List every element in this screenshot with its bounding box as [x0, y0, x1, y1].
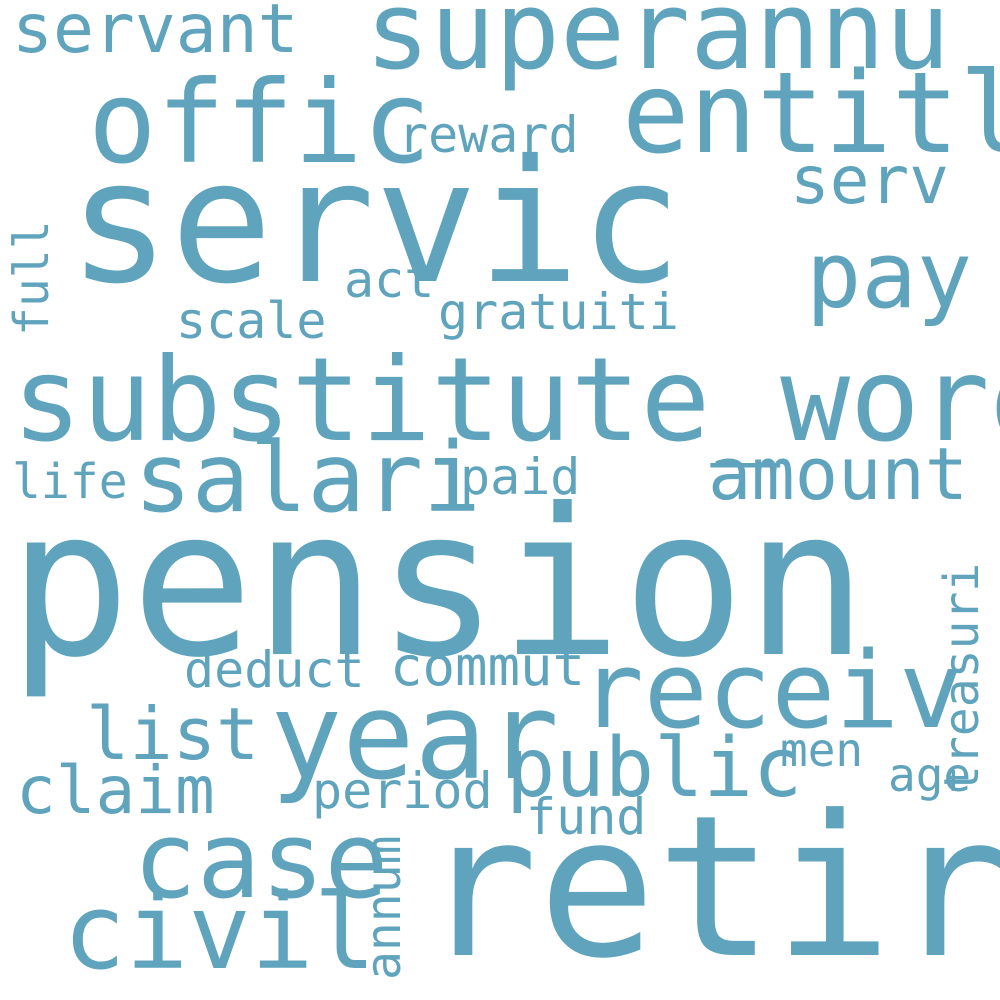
word-scale: scale	[176, 292, 327, 350]
word-claim: claim	[16, 752, 215, 829]
word-superannu: superannu	[365, 0, 951, 94]
word-substitute-word: substitute_word	[12, 333, 1000, 468]
word-offic: offic	[88, 56, 432, 189]
word-servic: servic	[68, 124, 683, 322]
word-deduct: deduct	[184, 641, 365, 699]
word-servant: servant	[12, 0, 299, 69]
word-period: period	[312, 762, 493, 820]
word-reward: reward	[398, 106, 579, 164]
word-public: public	[506, 721, 803, 816]
word-pension: pension	[8, 466, 868, 703]
word-serv: serv	[790, 142, 949, 219]
word-fund: fund	[526, 788, 647, 846]
word-amount: amount	[708, 432, 969, 516]
word-annum: annum	[356, 835, 412, 981]
word-act: act	[344, 251, 435, 309]
word-retir: retir	[420, 774, 1000, 1000]
word-civil: civil	[63, 871, 377, 993]
word-commut: commut	[390, 635, 586, 698]
word-paid: paid	[460, 448, 581, 506]
word-case: case	[133, 799, 389, 922]
word-gratuiti: gratuiti	[438, 283, 679, 341]
word-life: life	[12, 454, 128, 510]
word-age: age	[888, 748, 972, 802]
word-receiv: receiv	[580, 629, 963, 752]
word-men: men	[780, 723, 864, 777]
word-pay: pay	[806, 222, 973, 329]
word-full: full	[4, 220, 60, 336]
word-salari: salari	[134, 422, 481, 534]
word-list: list	[86, 692, 260, 776]
word-treasuri: treasuri	[934, 562, 990, 794]
word-year: year	[270, 668, 559, 807]
word-entitl: entitl	[622, 49, 1000, 179]
